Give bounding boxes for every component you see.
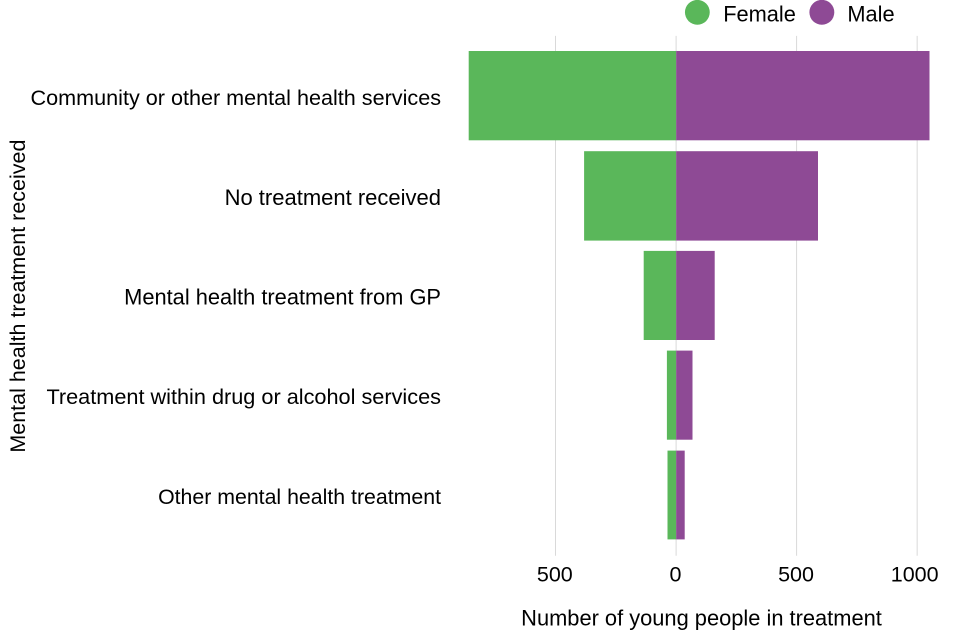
svg-text:Female: Female: [723, 2, 796, 27]
svg-text:Mental health treatment from G: Mental health treatment from GP: [124, 284, 441, 309]
svg-text:500: 500: [778, 562, 814, 586]
svg-text:Community or other mental heal: Community or other mental health service…: [31, 85, 442, 110]
svg-text:Male: Male: [847, 2, 894, 27]
svg-text:Other mental health treatment: Other mental health treatment: [158, 485, 441, 509]
svg-text:No treatment received: No treatment received: [225, 185, 441, 210]
svg-text:Mental health treatment receiv: Mental health treatment received: [6, 140, 30, 453]
svg-text:0: 0: [670, 562, 682, 586]
svg-text:1000: 1000: [891, 562, 939, 586]
svg-text:500: 500: [537, 562, 573, 586]
svg-text:Treatment within drug or alcoh: Treatment within drug or alcohol service…: [46, 384, 441, 409]
svg-text:Number of young people in trea: Number of young people in treatment: [521, 605, 882, 630]
